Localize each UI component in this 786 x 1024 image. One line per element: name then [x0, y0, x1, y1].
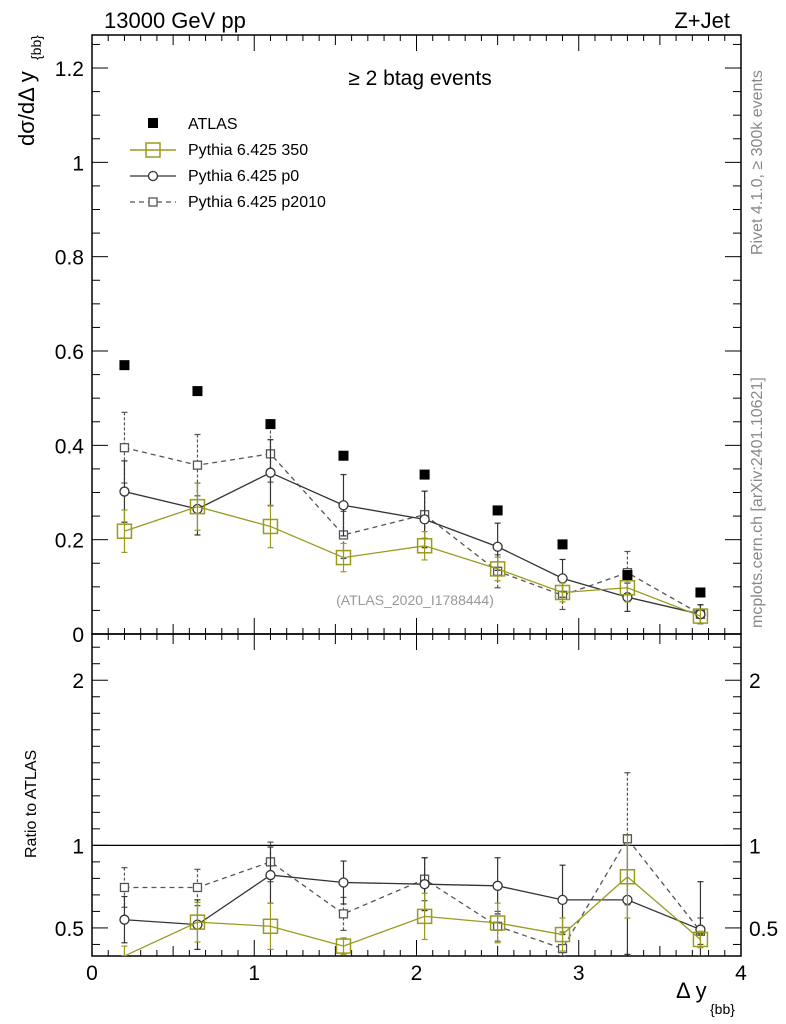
y-tick-label: 0.4 [55, 435, 85, 458]
watermark: (ATLAS_2020_I1788444) [336, 592, 494, 608]
legend-p0-marker [147, 170, 159, 182]
x-axis-label: Δ y [676, 978, 707, 1003]
p2010-point [119, 882, 130, 893]
plot-frame [91, 633, 742, 957]
y-tick-label: 0.8 [55, 247, 84, 270]
x-tick-label: 0 [86, 962, 98, 985]
atlas-point [557, 539, 568, 550]
p350-point [489, 915, 506, 931]
p350-point [335, 549, 352, 566]
p0-point [265, 467, 276, 478]
p350-point [416, 538, 433, 554]
x-tick-label: 1 [248, 962, 260, 985]
main-plot: 0 0.2 0.4 0.6 0.8 1 1.2 [55, 34, 742, 647]
rivet-label: Rivet 4.1.0, ≥ 300k events [749, 70, 766, 255]
p0-point [265, 869, 276, 881]
series-line [124, 837, 701, 950]
p0-point [419, 879, 430, 890]
x-axis-label-sub: {bb} [710, 1001, 735, 1017]
x-tick-label: 3 [573, 962, 585, 985]
y-tick-label: 0.2 [55, 530, 84, 553]
plot-title: ≥ 2 btag events [348, 67, 491, 90]
p350-point [416, 908, 433, 925]
y-axis-label: dσ/dΔ y [14, 71, 39, 146]
series-line [124, 447, 701, 615]
y-tick-label: 0.6 [55, 341, 84, 364]
p350-point [554, 584, 571, 601]
atlas-point [492, 505, 503, 516]
legend-p0-label: Pythia 6.425 p0 [188, 168, 299, 185]
p350-point [262, 518, 279, 535]
ratio-plot: 0.5 0.5 1 1 2 2 0 1 2 3 4 [55, 633, 778, 985]
y-tick-label-right: 0.5 [749, 918, 778, 941]
y-tick-label: 1 [72, 152, 84, 175]
y-tick-label-right: 1 [749, 835, 761, 858]
p2010-point [192, 460, 203, 470]
y-axis-label-sub: {bb} [28, 35, 44, 60]
p350-point [619, 580, 636, 596]
ratio-y-axis-label: Ratio to ATLAS [23, 750, 40, 858]
main-y-axis-title: dσ/dΔ y {bb} [14, 35, 44, 146]
y-tick-label: 0 [72, 624, 84, 647]
p350-point [335, 938, 352, 954]
p2010-point [338, 909, 349, 919]
energy-label: 13000 GeV pp [104, 8, 246, 33]
p350-point [489, 561, 506, 577]
legend-atlas-marker [148, 118, 158, 128]
legend-p350-label: Pythia 6.425 350 [188, 142, 308, 159]
legend-atlas-label: ATLAS [188, 116, 238, 133]
y-tick-label: 1.2 [55, 58, 84, 81]
p2010-point [192, 882, 203, 893]
p350-point [189, 498, 206, 515]
process-label: Z+Jet [674, 8, 730, 33]
atlas-point [419, 469, 430, 480]
p350-point [692, 931, 709, 948]
atlas-point [622, 570, 633, 581]
atlas-point [265, 419, 276, 430]
mcplots-label: mcplots.cern.ch [arXiv:2401.10621] [749, 377, 766, 628]
p0-point [492, 541, 503, 552]
x-tick-label: 2 [411, 962, 423, 985]
p350-point [262, 918, 279, 935]
p0-point [338, 877, 349, 888]
p0-point [119, 914, 130, 925]
y-tick-label: 0.5 [55, 918, 84, 941]
ratio-series-group [119, 772, 709, 956]
x-tick-label: 4 [735, 962, 747, 985]
legend-p2010-marker [148, 197, 158, 207]
p0-point [557, 573, 568, 584]
p350-point [189, 914, 206, 930]
p0-point [419, 514, 430, 525]
y-tick-label: 2 [72, 670, 84, 693]
p0-point [119, 486, 130, 497]
p350-point [692, 608, 709, 624]
legend-p350-marker [145, 142, 161, 158]
legend: ATLAS Pythia 6.425 350 Pythia 6.425 p0 P… [130, 116, 326, 211]
legend-p2010-label: Pythia 6.425 p2010 [188, 194, 326, 211]
atlas-point [695, 587, 706, 598]
atlas-point [338, 450, 349, 461]
p2010-point [119, 443, 130, 453]
atlas-point [119, 360, 130, 371]
y-tick-label-right: 2 [749, 670, 761, 693]
p0-point [338, 500, 349, 511]
p0-point [492, 880, 503, 891]
p350-point [554, 926, 571, 943]
p350-point [619, 868, 636, 885]
p350-point [116, 523, 133, 539]
atlas-point [192, 386, 203, 397]
x-axis-title: Δ y {bb} [676, 978, 735, 1017]
p0-point [557, 894, 568, 906]
y-tick-label: 1 [72, 835, 84, 858]
series-line [124, 875, 701, 956]
